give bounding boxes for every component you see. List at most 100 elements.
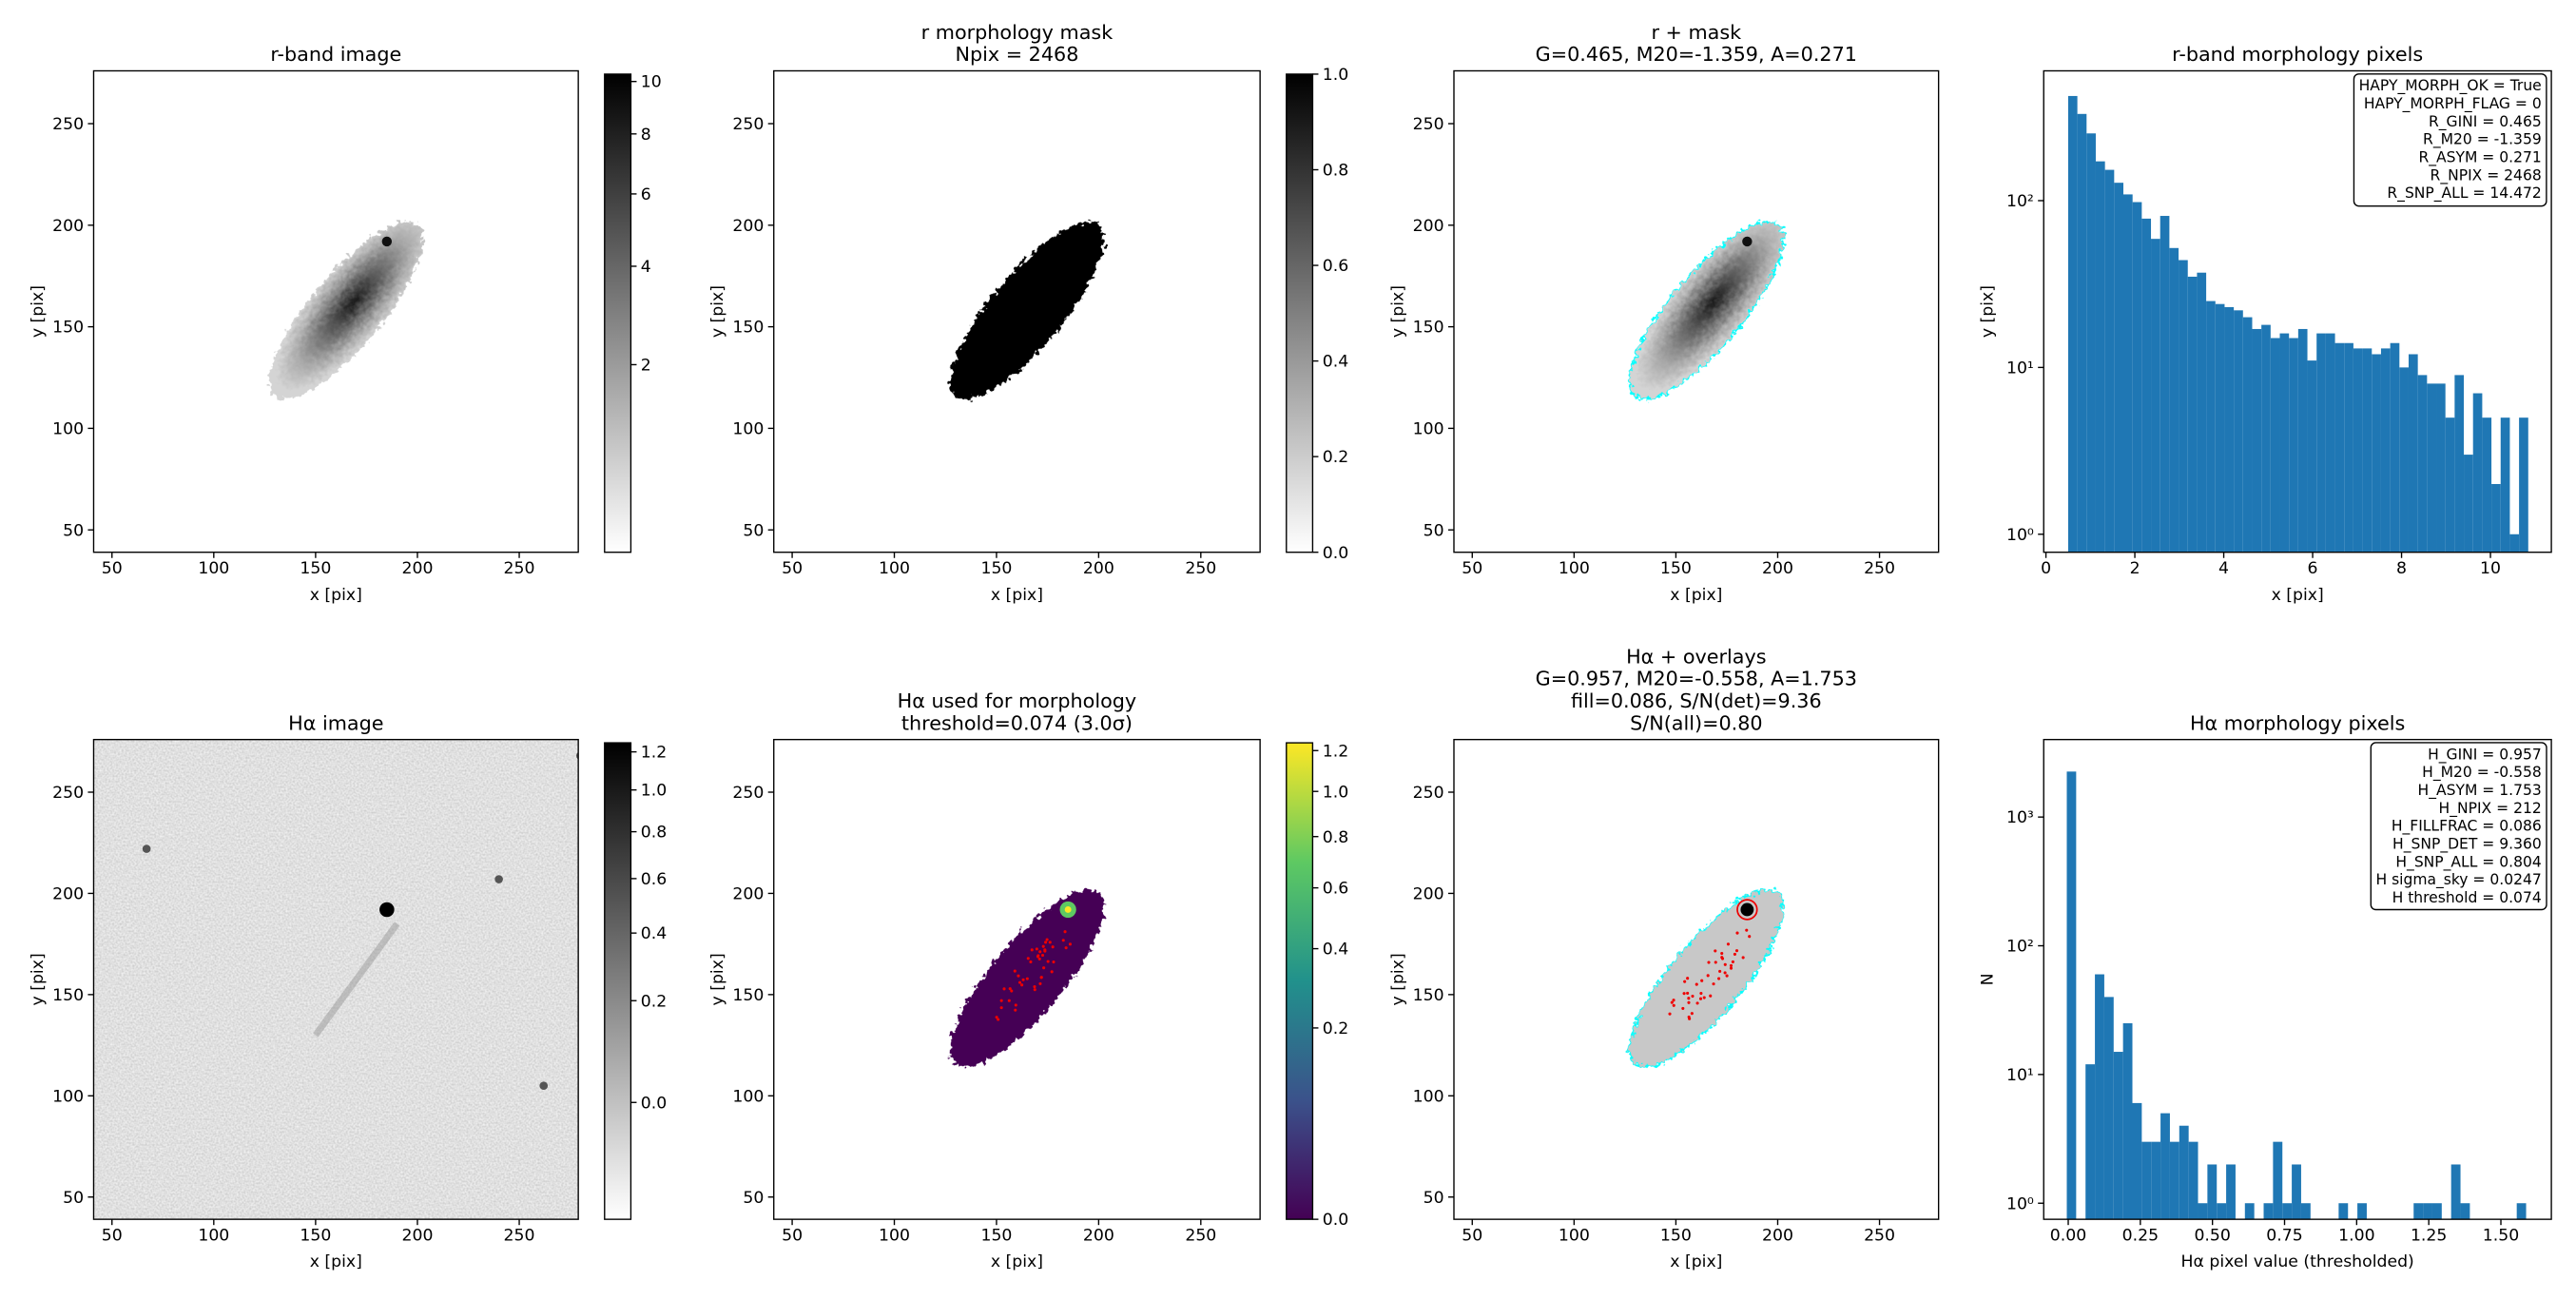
x-tick-label: 200	[1083, 1227, 1114, 1246]
chart-title: r + mask	[1651, 21, 1741, 44]
y-tick-label: 250	[52, 784, 84, 803]
overlay-point	[1690, 1012, 1694, 1016]
overlay-point	[995, 1016, 998, 1019]
overlay-point	[1670, 1000, 1674, 1004]
overlay-point	[1687, 1000, 1691, 1004]
x-tick-label: 50	[1462, 1227, 1482, 1246]
x-tick-label: 150	[1660, 1227, 1692, 1246]
overlay-point	[1731, 960, 1734, 963]
chart-title: G=0.465, M20=-1.359, A=0.271	[1536, 43, 1857, 66]
bar	[2460, 1203, 2470, 1220]
bar	[2279, 333, 2290, 553]
colorbar-tick-label: 10	[641, 73, 662, 92]
y-tick-label: 200	[52, 217, 84, 236]
overlay-point	[1729, 963, 1733, 967]
overlay-point	[1720, 951, 1724, 956]
colorbar-tick-label: 0.8	[1323, 162, 1348, 181]
axes-frame	[773, 738, 1261, 1220]
chart-title: Hα morphology pixels	[2190, 711, 2405, 734]
x-tick-label: 250	[504, 1227, 535, 1246]
overlay-point	[1682, 992, 1686, 996]
overlay-point	[1017, 974, 1020, 978]
overlay-point	[1002, 987, 1006, 991]
overlay-point	[1745, 928, 1749, 932]
overlay-point	[1014, 1003, 1017, 1007]
x-tick-label: 2	[2130, 559, 2140, 578]
bar	[2114, 183, 2124, 553]
y-tick-label: 250	[1413, 784, 1444, 803]
stats-frame	[2353, 73, 2547, 207]
axes-frame	[1453, 69, 1940, 553]
overlay-point	[1726, 942, 1731, 946]
bar	[2282, 1203, 2293, 1220]
overlay-point	[1686, 977, 1690, 980]
stats-line: H_SNP_DET = 9.360	[2392, 836, 2542, 854]
plot-area	[950, 222, 1105, 399]
mask-contour	[1628, 888, 1785, 1068]
y-tick-label: 50	[1424, 521, 1444, 540]
bar	[2297, 328, 2308, 553]
y-tick-label: 150	[52, 319, 84, 338]
bar	[2372, 354, 2381, 553]
y-tick-label: 100	[732, 419, 764, 438]
y-tick-label: 200	[732, 884, 764, 903]
x-tick-label: 150	[980, 559, 1012, 578]
x-tick-label: 50	[782, 559, 803, 578]
colorbar	[604, 73, 632, 553]
overlay-point	[1020, 983, 1024, 987]
colorbar	[1286, 742, 1314, 1220]
overlay-point	[1672, 1003, 1675, 1007]
overlay-point	[1039, 976, 1043, 980]
colorbar-tick-label: 6	[641, 185, 651, 204]
overlay-point	[1735, 931, 1739, 935]
x-tick-label: 150	[1660, 559, 1692, 578]
x-tick-label: 200	[1762, 559, 1793, 578]
chart-title: threshold=0.074 (3.0σ)	[901, 711, 1133, 734]
overlay-point	[1029, 960, 1033, 964]
colorbar-tick-label: 0.4	[1323, 353, 1348, 372]
y-axis-label: y [pix]	[1388, 953, 1407, 1005]
bar	[2179, 260, 2188, 553]
overlay-point	[1043, 949, 1047, 953]
bar	[2316, 333, 2326, 553]
bar	[2123, 194, 2133, 553]
colorbar-tick-label: 0.8	[641, 824, 667, 843]
source	[494, 875, 503, 883]
bar	[2151, 239, 2160, 553]
overlay-point	[1046, 960, 1050, 963]
chart-title: Hα used for morphology	[898, 689, 1136, 712]
bright-spot	[1742, 236, 1753, 247]
overlay-point	[1725, 974, 1729, 978]
overlay-point	[1044, 941, 1048, 944]
overlay-point	[1037, 957, 1041, 960]
chart-title: S/N(all)=0.80	[1630, 711, 1763, 734]
bar	[2187, 276, 2198, 553]
x-axis-label: x [pix]	[991, 1252, 1043, 1271]
y-tick-label: 50	[63, 1189, 84, 1208]
plot-area	[1628, 221, 1785, 400]
bar	[2085, 1064, 2096, 1220]
bar	[2408, 354, 2418, 553]
y-tick-label: 150	[1413, 319, 1444, 338]
stats-line: H_NPIX = 212	[2439, 800, 2542, 818]
overlay-point	[1723, 971, 1727, 975]
x-tick-label: 250	[1185, 1227, 1216, 1246]
bar	[2472, 393, 2483, 553]
bar	[2344, 342, 2353, 553]
y-tick-label: 50	[63, 521, 84, 540]
bar	[2362, 348, 2373, 553]
bar	[2141, 218, 2152, 553]
stats-line: H_M20 = -0.558	[2422, 764, 2542, 782]
overlay-point	[1064, 946, 1068, 950]
bar	[2188, 1141, 2198, 1220]
overlay-point	[999, 1006, 1003, 1010]
x-tick-label: 200	[401, 1227, 433, 1246]
y-tick-label: 250	[732, 115, 764, 134]
stats-line: H threshold = 0.074	[2392, 889, 2542, 906]
peak	[1740, 902, 1754, 917]
bar	[2300, 1203, 2311, 1220]
bar	[2151, 1141, 2161, 1220]
colorbar-tick-label: 0.6	[641, 870, 667, 889]
bar	[2160, 1113, 2170, 1220]
